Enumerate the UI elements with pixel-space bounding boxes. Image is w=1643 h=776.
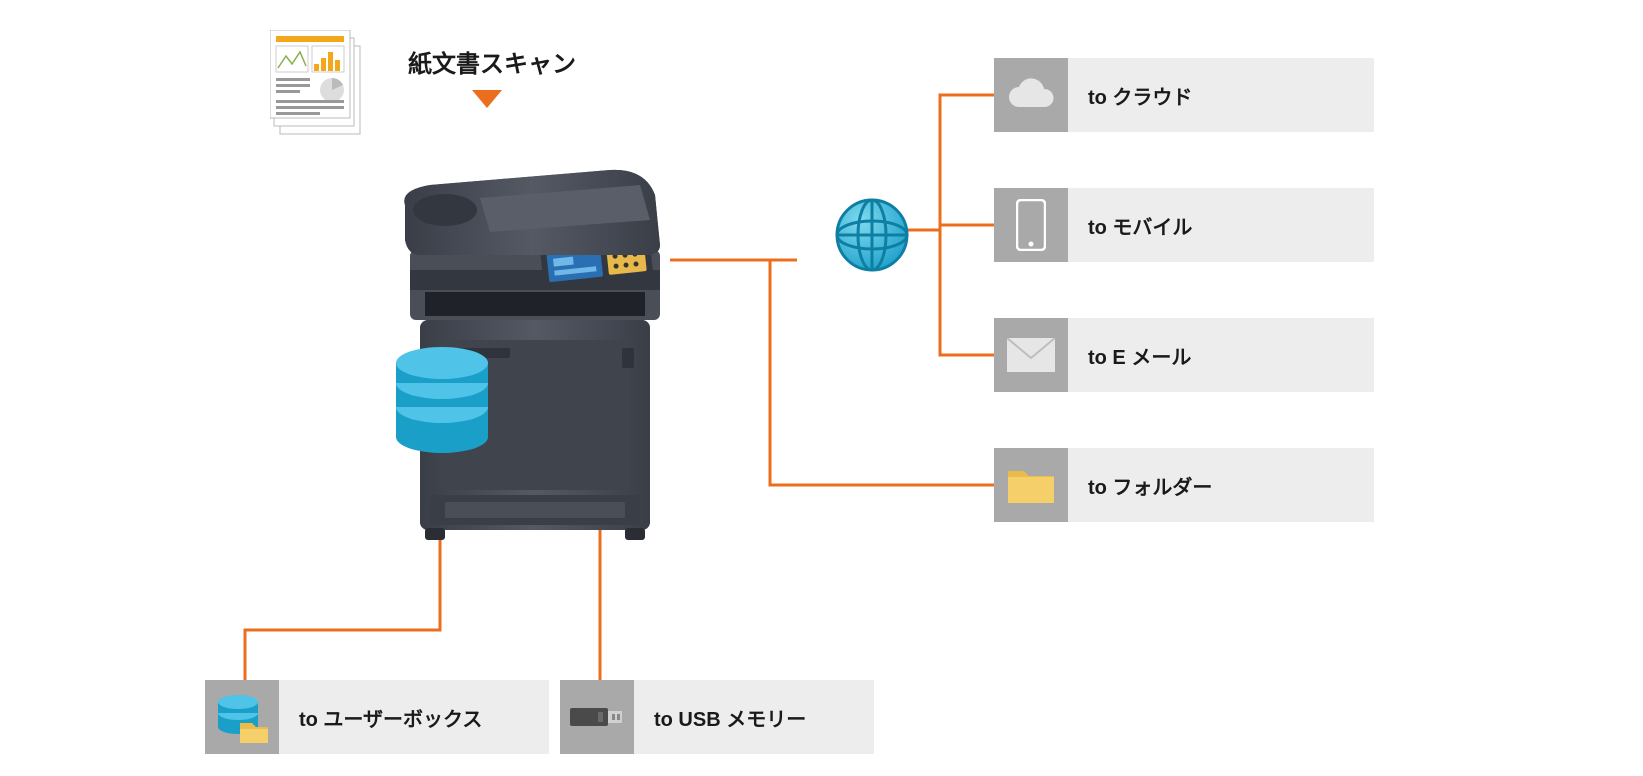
destination-label: to フォルダー	[1068, 448, 1374, 522]
destination-label: to モバイル	[1068, 188, 1374, 262]
destination-userbox: to ユーザーボックス	[205, 680, 549, 754]
userbox-icon	[205, 680, 279, 754]
document-icon	[270, 30, 380, 140]
cloud-icon	[994, 58, 1068, 132]
destination-label: to クラウド	[1068, 58, 1374, 132]
down-arrow-icon	[472, 90, 502, 110]
destination-usb: to USB メモリー	[560, 680, 874, 754]
usb-icon	[560, 680, 634, 754]
destination-label: to E メール	[1068, 318, 1374, 392]
destination-folder: to フォルダー	[994, 448, 1374, 522]
database-overlay-icon	[390, 345, 495, 465]
email-icon	[994, 318, 1068, 392]
destination-mobile: to モバイル	[994, 188, 1374, 262]
connector-lines	[0, 0, 1643, 776]
destination-label: to USB メモリー	[634, 680, 874, 754]
destination-cloud: to クラウド	[994, 58, 1374, 132]
destination-label: to ユーザーボックス	[279, 680, 549, 754]
folder-icon	[994, 448, 1068, 522]
destination-email: to E メール	[994, 318, 1374, 392]
mobile-icon	[994, 188, 1068, 262]
globe-icon	[832, 195, 912, 275]
scan-title: 紙文書スキャン	[408, 44, 576, 79]
